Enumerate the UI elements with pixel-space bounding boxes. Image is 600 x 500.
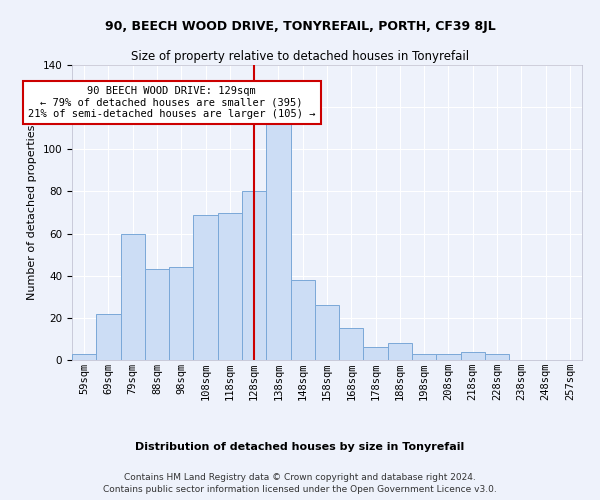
Bar — [266, 124, 290, 360]
Bar — [485, 354, 509, 360]
Bar — [388, 343, 412, 360]
Bar — [364, 348, 388, 360]
Bar — [339, 328, 364, 360]
Bar — [315, 305, 339, 360]
Text: Contains public sector information licensed under the Open Government Licence v3: Contains public sector information licen… — [103, 485, 497, 494]
Bar — [218, 212, 242, 360]
Y-axis label: Number of detached properties: Number of detached properties — [27, 125, 37, 300]
Bar — [169, 268, 193, 360]
Bar — [121, 234, 145, 360]
Bar — [461, 352, 485, 360]
Bar — [290, 280, 315, 360]
Text: Size of property relative to detached houses in Tonyrefail: Size of property relative to detached ho… — [131, 50, 469, 63]
Text: 90 BEECH WOOD DRIVE: 129sqm
← 79% of detached houses are smaller (395)
21% of se: 90 BEECH WOOD DRIVE: 129sqm ← 79% of det… — [28, 86, 316, 120]
Bar — [436, 354, 461, 360]
Text: Distribution of detached houses by size in Tonyrefail: Distribution of detached houses by size … — [136, 442, 464, 452]
Bar — [242, 192, 266, 360]
Bar — [193, 214, 218, 360]
Bar — [412, 354, 436, 360]
Text: Contains HM Land Registry data © Crown copyright and database right 2024.: Contains HM Land Registry data © Crown c… — [124, 472, 476, 482]
Bar — [72, 354, 96, 360]
Bar — [145, 270, 169, 360]
Bar — [96, 314, 121, 360]
Text: 90, BEECH WOOD DRIVE, TONYREFAIL, PORTH, CF39 8JL: 90, BEECH WOOD DRIVE, TONYREFAIL, PORTH,… — [104, 20, 496, 33]
